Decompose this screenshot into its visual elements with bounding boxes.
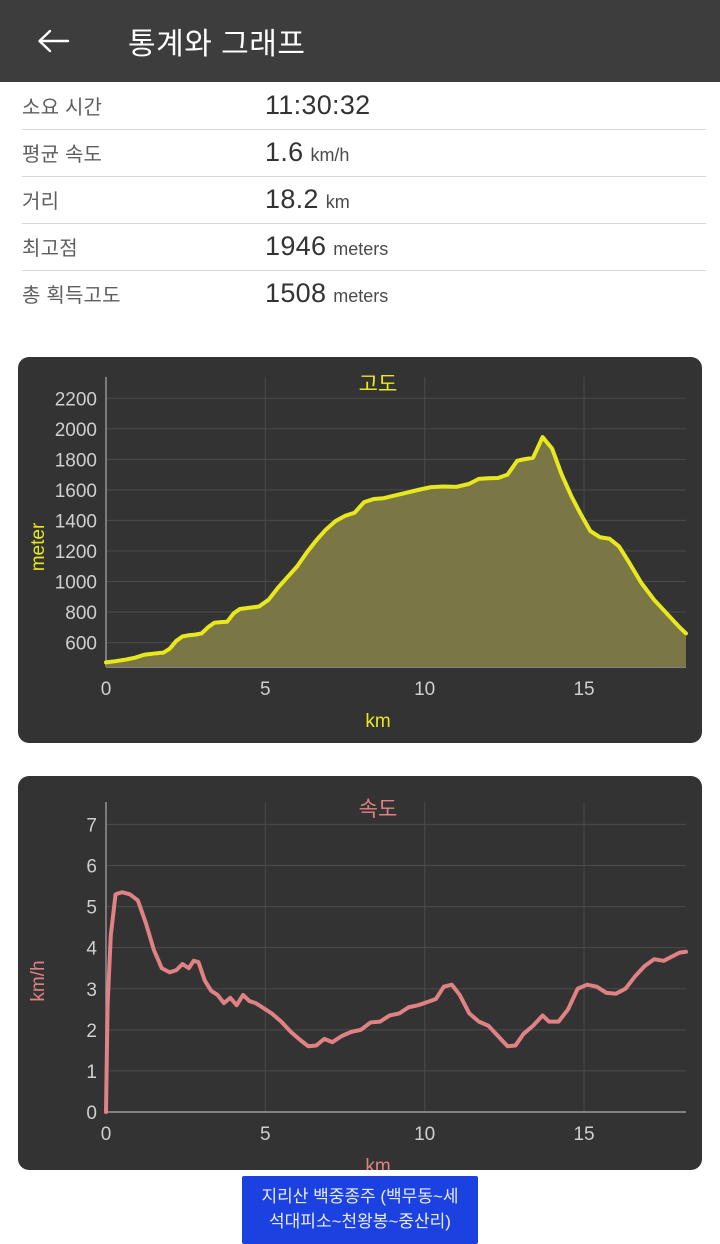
y-tick-label: 5	[86, 898, 97, 919]
arrow-left-icon	[36, 27, 70, 55]
stat-row-distance: 거리 18.2 km	[0, 176, 720, 223]
stat-unit: meters	[333, 239, 389, 259]
x-tick-label: 5	[260, 1124, 271, 1145]
x-axis-title: km	[365, 711, 390, 732]
stat-value: 11:30:32	[265, 90, 371, 120]
stats-list: 소요 시간 11:30:32 평균 속도 1.6 km/h 거리 18.2 km…	[0, 82, 720, 317]
app-bar: 통계와 그래프	[0, 0, 720, 82]
y-tick-label: 1200	[55, 542, 97, 563]
x-tick-label: 5	[260, 679, 271, 700]
stat-value: 1508	[265, 278, 327, 308]
chart-title: 속도	[359, 798, 398, 821]
toast-message: 지리산 백중종주 (백무동~세석대피소~천왕봉~중산리)	[242, 1176, 478, 1244]
x-tick-label: 15	[573, 1124, 594, 1145]
y-tick-label: 2200	[55, 389, 97, 410]
y-tick-label: 0	[86, 1103, 97, 1124]
elevation-chart-card[interactable]: 600 800 1000 1200 1400 1600 1800 2000 2200 0 5 10 15…	[18, 357, 702, 743]
y-tick-label: 7	[86, 815, 97, 836]
stat-unit: km	[325, 192, 350, 212]
series-line	[104, 435, 688, 665]
x-axis-title: km	[365, 1156, 390, 1170]
stat-label: 최고점	[22, 238, 78, 260]
y-tick-label: 600	[65, 634, 97, 655]
y-tick-label: 2000	[55, 420, 97, 441]
y-tick-label: 2	[86, 1021, 97, 1042]
stat-row-duration: 소요 시간 11:30:32	[0, 82, 720, 129]
stat-label: 총 획득고도	[22, 285, 121, 307]
stat-value-group: 11:30:32	[265, 90, 378, 121]
stat-value: 18.2	[265, 184, 319, 214]
stat-value-group: 1508 meters	[265, 278, 388, 309]
stat-value-group: 1.6 km/h	[265, 137, 349, 168]
x-tick-label: 0	[101, 679, 112, 700]
y-axis-title: meter	[28, 522, 49, 571]
y-tick-label: 1600	[55, 481, 97, 502]
x-tick-label: 15	[573, 679, 594, 700]
stat-row-highest-point: 최고점 1946 meters	[0, 223, 720, 270]
stat-unit: km/h	[310, 145, 350, 165]
stat-label: 소요 시간	[22, 97, 103, 119]
series-area-fill	[106, 437, 686, 667]
stat-value-group: 1946 meters	[265, 231, 388, 262]
y-tick-label: 1400	[55, 511, 97, 532]
stat-value: 1946	[265, 231, 327, 261]
y-tick-label: 1000	[55, 572, 97, 593]
elevation-chart[interactable]: 600 800 1000 1200 1400 1600 1800 2000 2200 0 5 10 15…	[18, 357, 702, 743]
y-axis-title: km/h	[28, 960, 49, 1001]
x-tick-label: 0	[101, 1124, 112, 1145]
stat-label: 거리	[22, 191, 60, 213]
x-tick-label: 10	[414, 679, 435, 700]
y-tick-label: 800	[65, 603, 97, 624]
y-tick-label: 1	[86, 1062, 97, 1083]
chart-title: 고도	[359, 373, 398, 396]
stat-row-average-speed: 평균 속도 1.6 km/h	[0, 129, 720, 176]
page-title: 통계와 그래프	[128, 28, 306, 61]
stat-label: 평균 속도	[22, 144, 103, 166]
series-line	[104, 890, 688, 1114]
stat-value-group: 18.2 km	[265, 184, 350, 215]
stat-value: 1.6	[265, 137, 304, 167]
speed-chart[interactable]: 0 1 2 3 4 5 6 7 0 5 10 15 속도 km km/h	[18, 776, 702, 1170]
stat-row-total-ascent: 총 획득고도 1508 meters	[0, 270, 720, 317]
back-button[interactable]	[30, 18, 76, 64]
y-tick-label: 6	[86, 857, 97, 878]
stat-unit: meters	[333, 286, 389, 306]
y-tick-label: 4	[86, 939, 97, 960]
x-tick-label: 10	[414, 1124, 435, 1145]
speed-chart-card[interactable]: 0 1 2 3 4 5 6 7 0 5 10 15 속도 km km/h	[18, 776, 702, 1170]
y-tick-label: 1800	[55, 450, 97, 471]
y-tick-label: 3	[86, 980, 97, 1001]
